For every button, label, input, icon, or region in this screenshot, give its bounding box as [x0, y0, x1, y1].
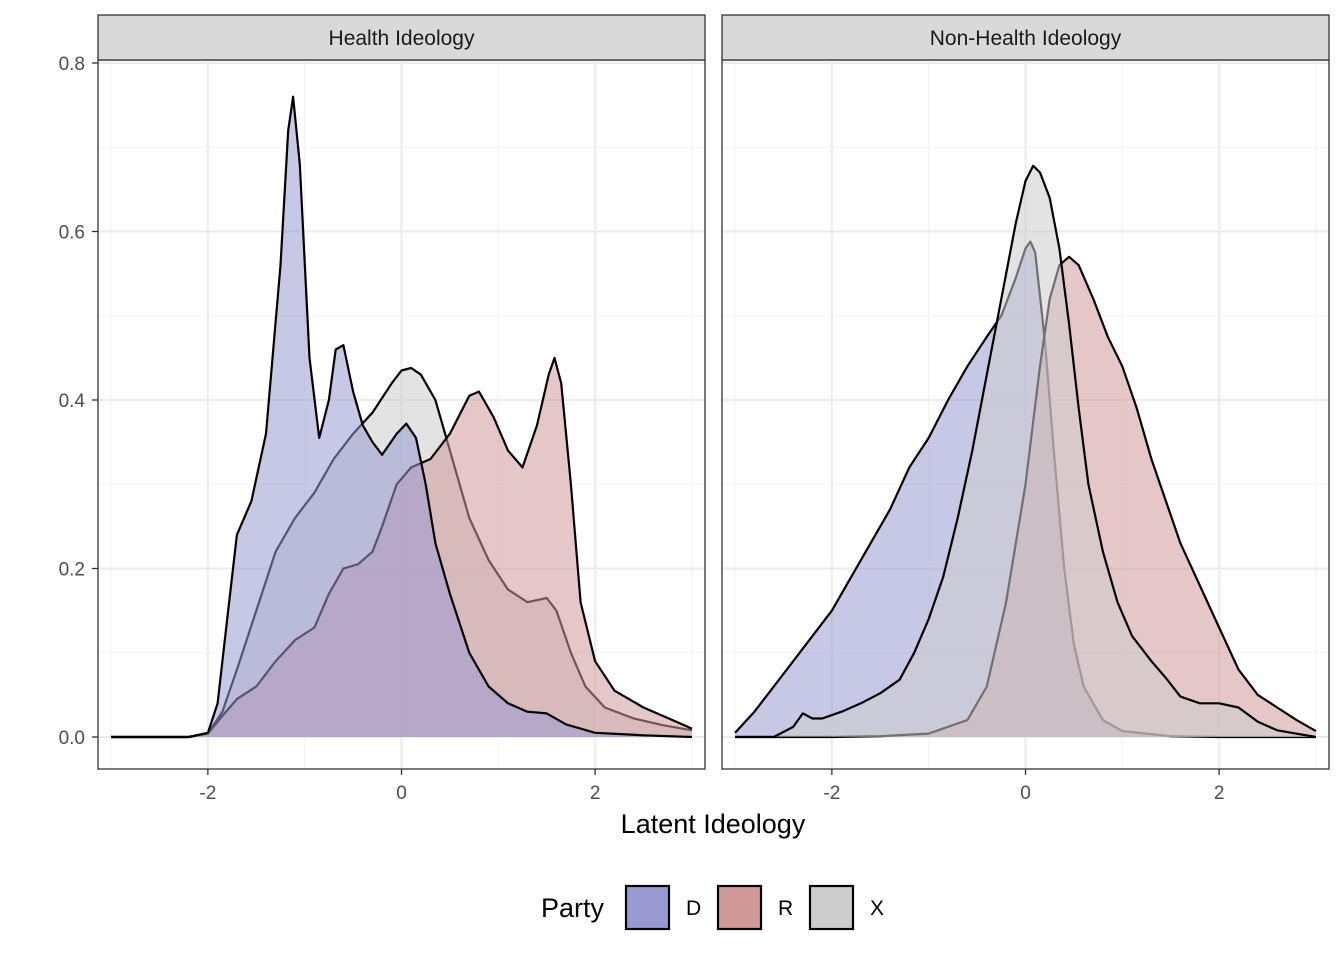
- strip-background: [97, 14, 706, 61]
- y-tick-label: 0.4: [59, 391, 86, 412]
- x-tick-label: -2: [199, 783, 216, 804]
- strip-label: Health Ideology: [329, 27, 475, 50]
- x-tick-label: 2: [1214, 783, 1225, 804]
- legend: Party D R X: [541, 884, 884, 931]
- density-line-X: [735, 164, 1317, 739]
- x-tick-label: 2: [590, 783, 601, 804]
- panel-health-ideology: Health Ideology -2 0 2: [97, 14, 706, 804]
- y-tick-label: 0.6: [59, 223, 85, 244]
- panel-non-health-ideology: Non-Health Ideology -2 0 2: [721, 14, 1330, 804]
- legend-key-X: [808, 884, 855, 931]
- y-axis: 0.0 0.2 0.4 0.6 0.8: [59, 54, 98, 749]
- density-line-D: [111, 95, 692, 739]
- x-tick-label: 0: [1020, 783, 1031, 804]
- strip-label: Non-Health Ideology: [930, 27, 1122, 50]
- legend-key-R: [716, 884, 763, 931]
- y-tick-label: 0.0: [59, 728, 85, 749]
- x-axis-title: Latent Ideology: [621, 809, 806, 839]
- y-tick-label: 0.2: [59, 560, 85, 581]
- x-tick-label: 0: [396, 783, 407, 804]
- legend-title: Party: [541, 893, 605, 923]
- legend-label-D: D: [686, 897, 701, 920]
- density-area-X: [735, 165, 1316, 738]
- x-tick-label: -2: [823, 783, 840, 804]
- y-tick-label: 0.8: [59, 54, 85, 75]
- density-area-D: [111, 96, 692, 737]
- legend-label-X: X: [870, 897, 884, 920]
- legend-key-D: [624, 884, 671, 931]
- legend-label-R: R: [778, 897, 793, 920]
- strip-background: [721, 14, 1330, 61]
